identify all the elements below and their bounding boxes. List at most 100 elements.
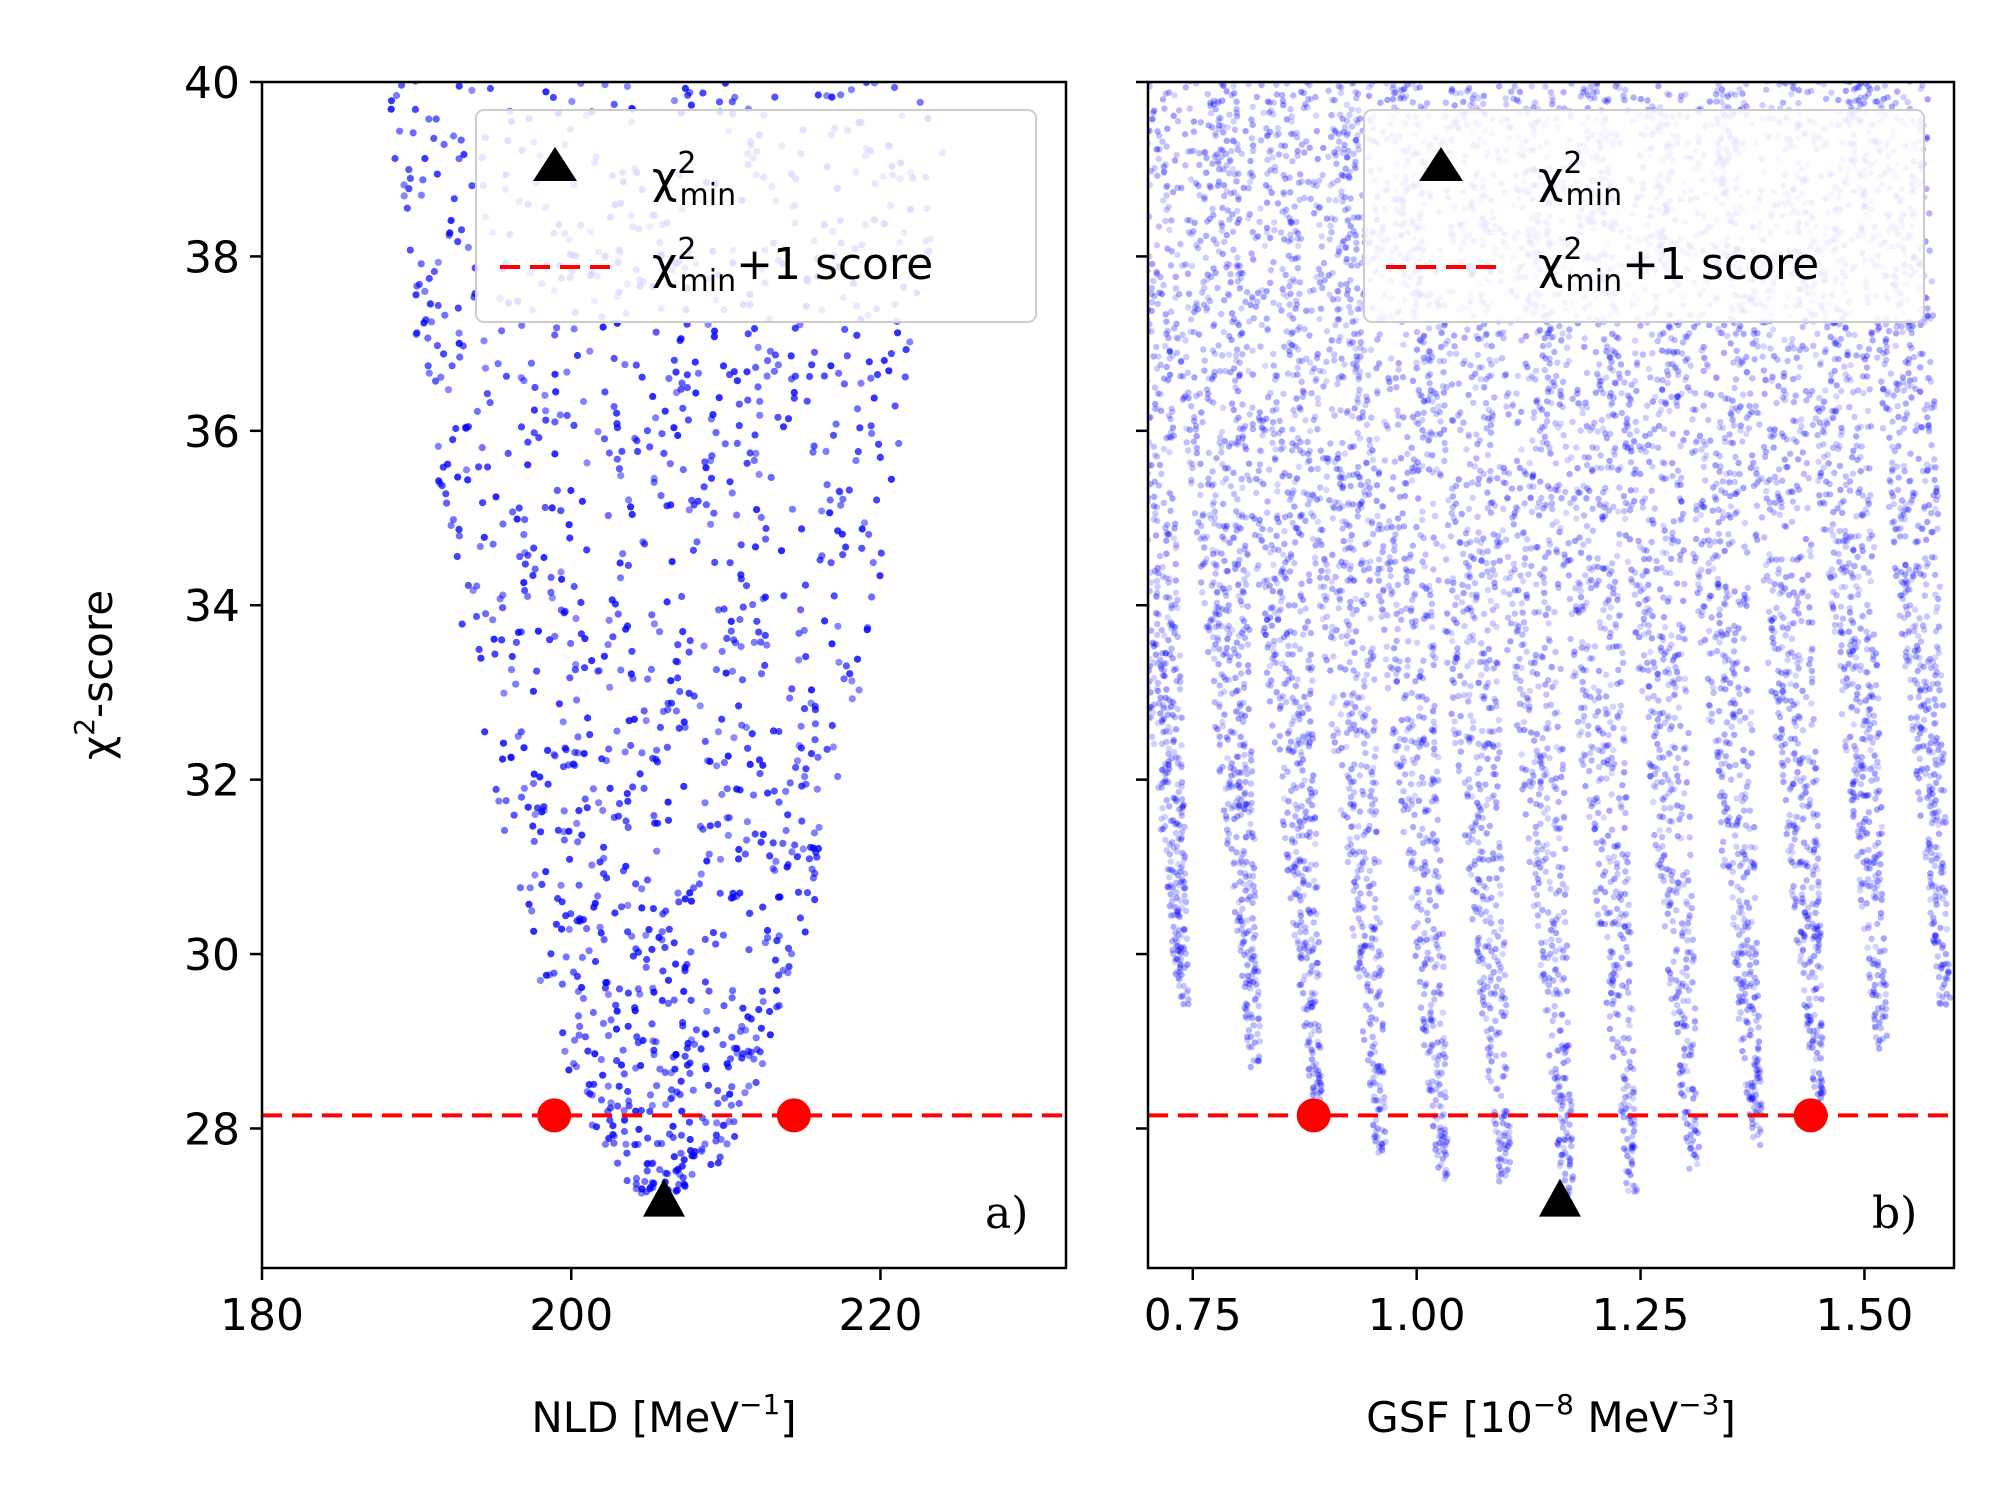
scatter-point: [638, 373, 646, 381]
scatter-point: [1303, 138, 1310, 145]
scatter-point: [1310, 919, 1317, 926]
scatter-point: [1128, 308, 1134, 314]
scatter-point: [1173, 541, 1180, 548]
scatter-point: [1323, 561, 1330, 568]
panel-b: 0.75 1.00 1.25 1.50 χ2 min χ2 min+1 score b) …: [1112, 65, 1956, 1442]
scatter-point: [1182, 950, 1190, 957]
scatter-point: [1215, 125, 1222, 132]
scatter-point: [1367, 882, 1374, 890]
scatter-point: [1361, 1036, 1368, 1044]
scatter-point: [1112, 108, 1118, 114]
scatter-point: [1204, 90, 1211, 98]
scatter-point: [1333, 65, 1339, 71]
scatter-point: [1245, 705, 1252, 713]
scatter-point: [1172, 601, 1179, 608]
scatter-point: [1281, 513, 1289, 521]
scatter-point: [455, 532, 463, 540]
scatter-point: [1238, 475, 1245, 483]
scatter-point: [614, 812, 623, 820]
scatter-point: [1360, 831, 1367, 839]
scatter-point: [1165, 883, 1172, 891]
scatter-point: [1160, 71, 1166, 77]
scatter-point: [800, 626, 808, 635]
scatter-point: [1172, 273, 1179, 281]
scatter-point: [1208, 616, 1215, 623]
scatter-point: [1408, 894, 1416, 901]
scatter-point: [1292, 524, 1300, 532]
scatter-point: [1432, 1086, 1440, 1093]
scatter-point: [786, 779, 794, 787]
scatter-point: [724, 752, 732, 760]
scatter-point: [1437, 1091, 1444, 1098]
scatter-point: [784, 860, 792, 869]
scatter-point: [887, 350, 896, 358]
scatter-point: [1245, 829, 1253, 836]
scatter-point: [707, 457, 715, 465]
scatter-point: [480, 337, 488, 345]
scatter-point: [727, 627, 735, 635]
scatter-point: [1319, 171, 1326, 179]
scatter-point: [643, 1160, 651, 1168]
scatter-point: [1126, 100, 1132, 106]
scatter-point: [1241, 761, 1249, 768]
scatter-point: [1342, 244, 1350, 251]
scatter-point: [1233, 98, 1240, 105]
scatter-point: [1256, 478, 1264, 485]
scatter-point: [1236, 700, 1244, 707]
scatter-point: [507, 753, 515, 761]
scatter-point: [1186, 459, 1194, 466]
scatter-point: [476, 542, 484, 551]
scatter-point: [1367, 988, 1375, 995]
scatter-point: [612, 1025, 621, 1033]
scatter-point: [1373, 914, 1381, 922]
scatter-point: [1420, 736, 1427, 744]
scatter-point: [1140, 648, 1146, 654]
scatter-point: [743, 459, 751, 467]
scatter-point: [1173, 889, 1180, 896]
scatter-point: [1306, 144, 1313, 151]
scatter-point: [1493, 623, 1500, 631]
scatter-point: [837, 28, 844, 35]
scatter-point: [1163, 797, 1171, 804]
scatter-point: [1158, 70, 1164, 76]
scatter-point: [573, 819, 581, 828]
scatter-point: [837, 91, 845, 99]
scatter-point: [499, 591, 507, 599]
scatter-point: [697, 870, 705, 878]
scatter-point: [589, 1008, 598, 1017]
scatter-point: [1175, 861, 1182, 868]
scatter-point: [741, 1089, 749, 1097]
scatter-point: [1244, 962, 1251, 969]
scatter-point: [1162, 764, 1169, 771]
scatter-point: [1240, 618, 1248, 625]
scatter-point: [1313, 1083, 1321, 1090]
scatter-point: [1380, 543, 1387, 550]
scatter-point: [1269, 407, 1276, 414]
scatter-point: [533, 667, 541, 675]
scatter-point: [665, 1130, 674, 1138]
scatter-point: [1213, 599, 1221, 607]
scatter-point: [1233, 346, 1241, 353]
scatter-point: [1308, 368, 1316, 375]
scatter-point: [430, 134, 438, 142]
scatter-point: [1211, 609, 1219, 616]
scatter-point: [621, 361, 629, 369]
scatter-point: [516, 553, 524, 561]
scatter-point: [1363, 421, 1371, 429]
scatter-point: [1163, 192, 1170, 199]
scatter-point: [1347, 562, 1355, 569]
scatter-point: [1118, 97, 1124, 103]
scatter-point: [420, 319, 428, 327]
scatter-point: [452, 424, 460, 433]
scatter-point: [1326, 236, 1333, 243]
scatter-point: [1357, 329, 1365, 336]
scatter-point: [1123, 109, 1129, 115]
scatter-point: [855, 686, 863, 694]
scatter-point: [823, 745, 831, 753]
scatter-point: [1178, 714, 1185, 721]
scatter-point: [489, 616, 497, 624]
scatter-point: [1355, 107, 1362, 114]
scatter-point: [811, 43, 818, 50]
scatter-point: [527, 359, 536, 367]
scatter-point: [1252, 961, 1259, 968]
